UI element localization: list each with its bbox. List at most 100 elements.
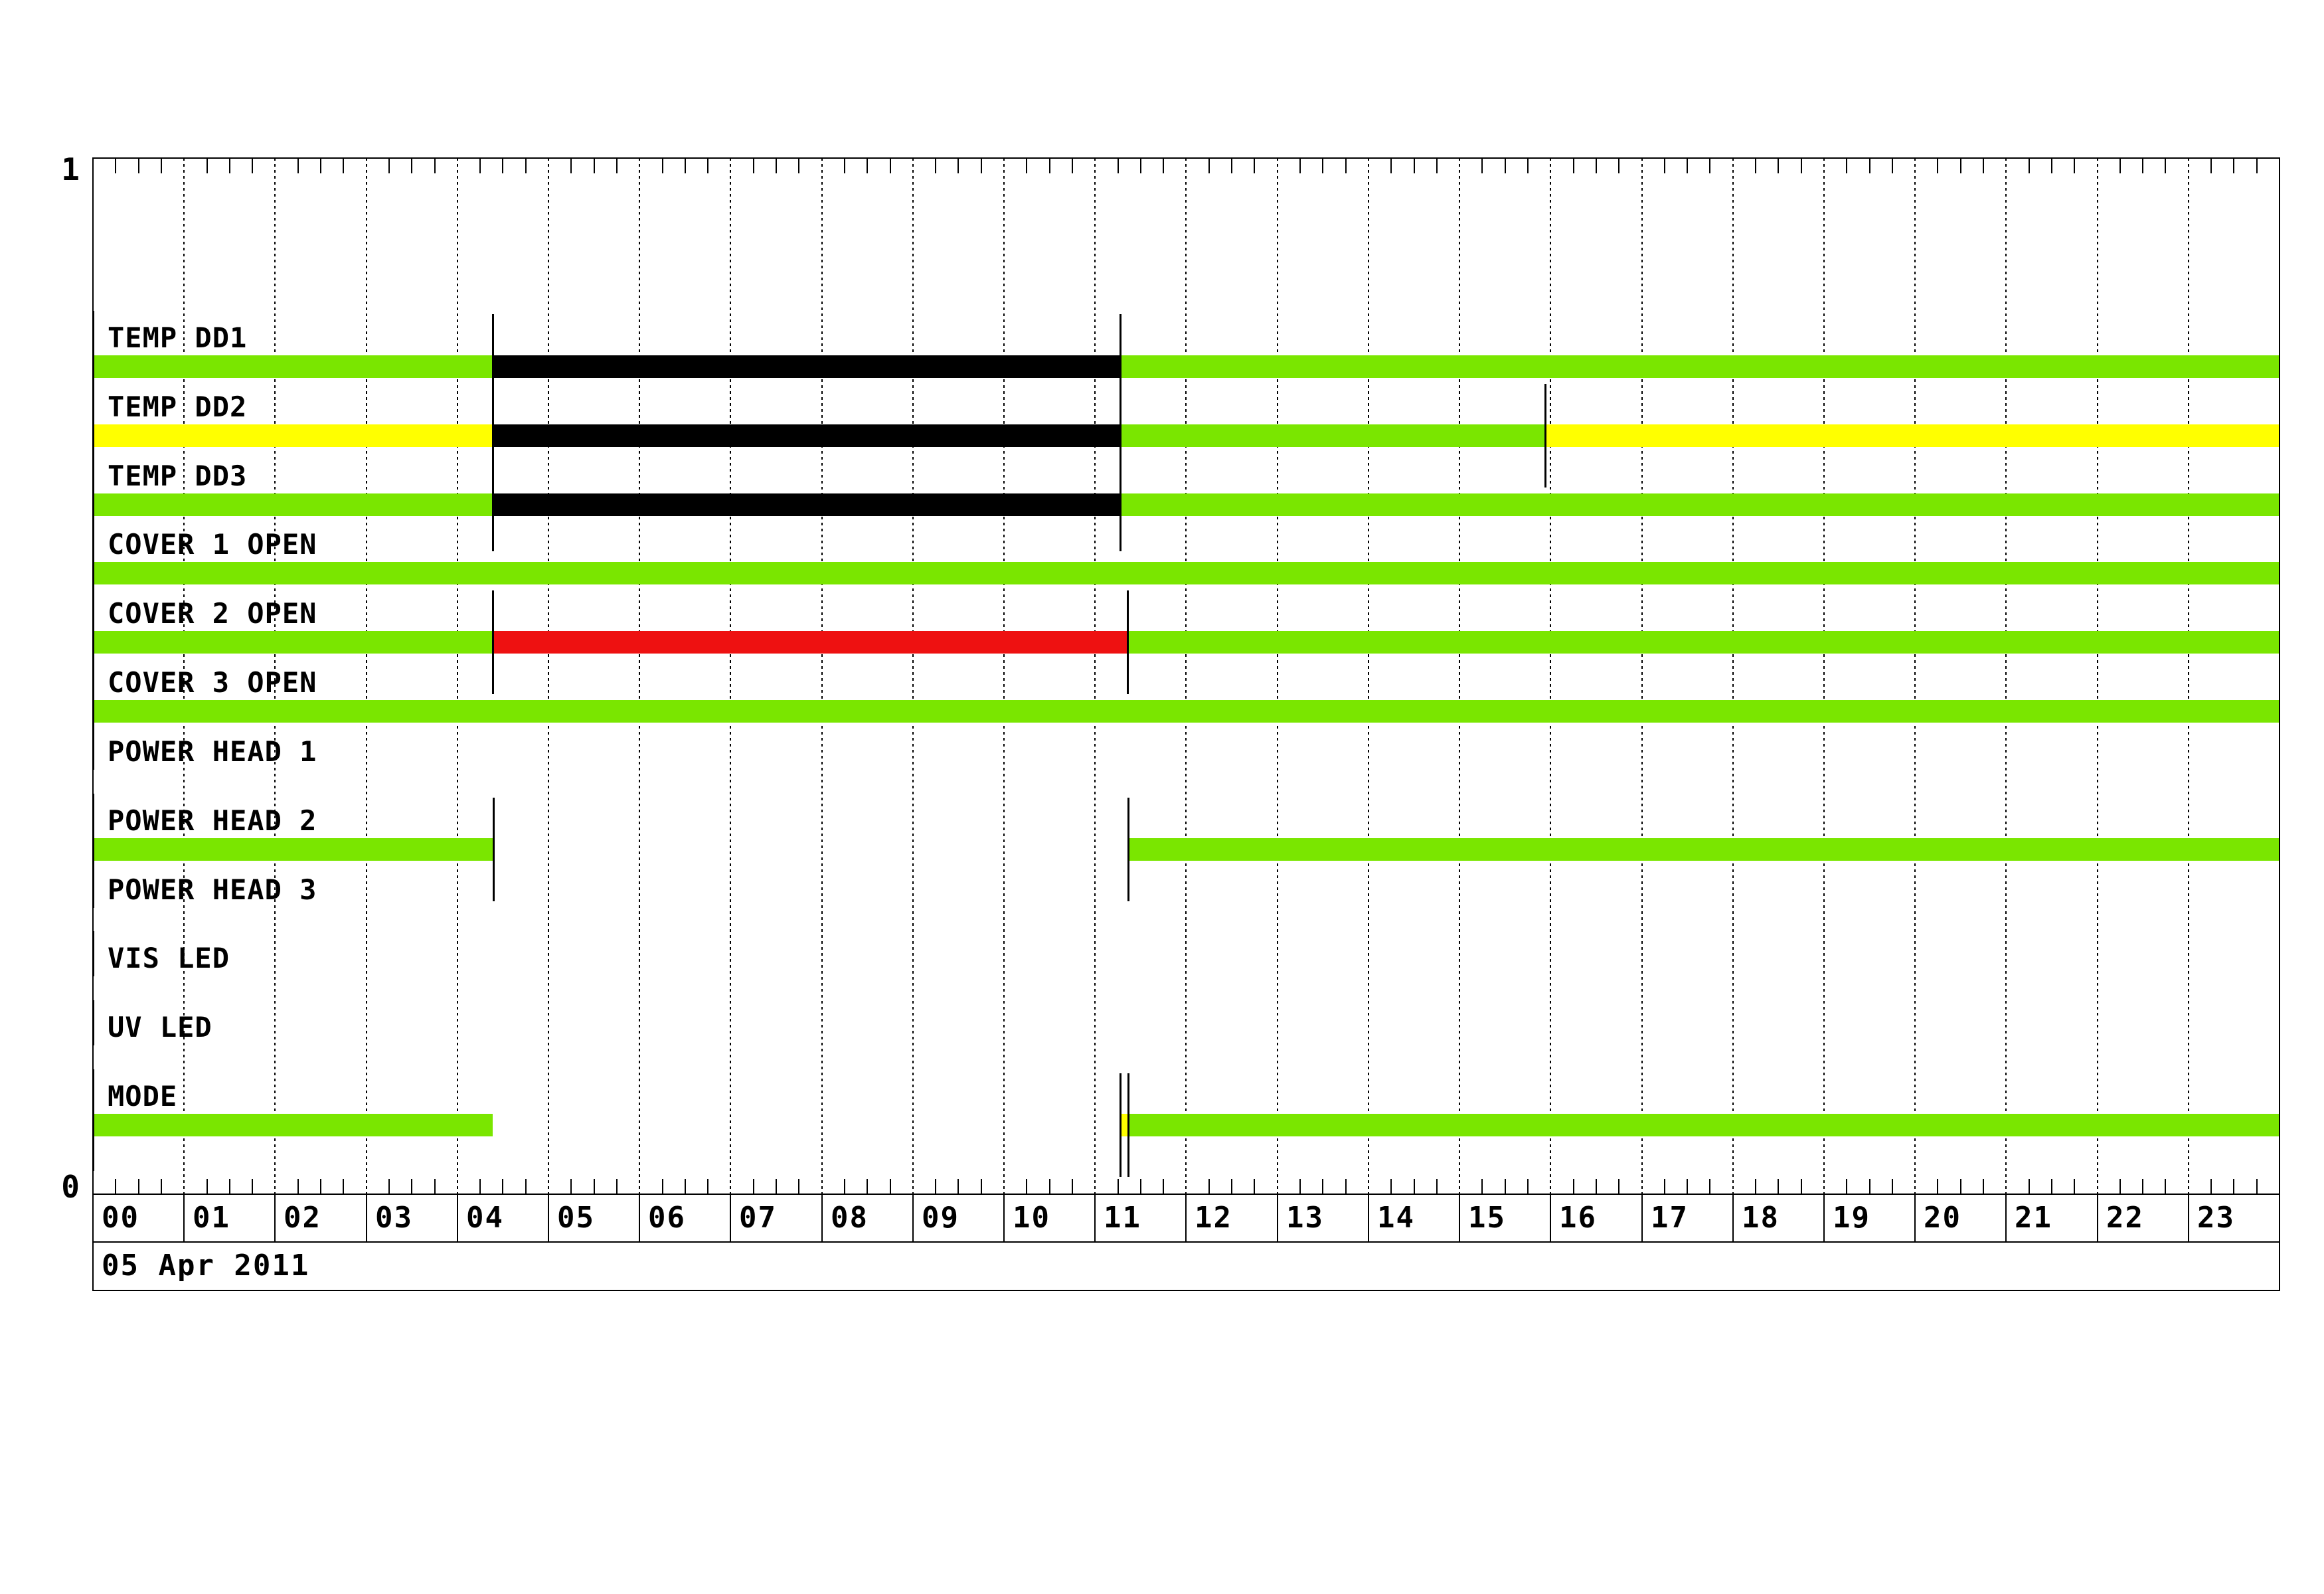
hour-cell-divider [1003,1194,1005,1242]
status-segment-green [93,700,2280,723]
status-segment-yellow [93,424,493,447]
quarter-hour-tick [662,1179,663,1194]
quarter-hour-tick [1049,1179,1050,1194]
quarter-hour-tick [867,158,868,173]
quarter-hour-tick [2074,1179,2075,1194]
quarter-hour-tick [594,1179,595,1194]
quarter-hour-tick [1755,158,1756,173]
status-segment-yellow [1120,1114,1128,1136]
quarter-hour-tick [1983,158,1984,173]
hour-gridline [639,158,640,1194]
quarter-hour-tick [1937,158,1938,173]
hour-label: 01 [193,1201,230,1235]
hour-cell-divider [1185,1194,1187,1242]
quarter-hour-tick [890,158,891,173]
row-label: COVER 1 OPEN [108,528,317,561]
quarter-hour-tick [2142,1179,2143,1194]
hour-label: 03 [375,1201,413,1235]
quarter-hour-tick [1801,158,1802,173]
hour-gridline [1094,158,1096,1194]
quarter-hour-tick [662,158,663,173]
quarter-hour-tick [1049,158,1050,173]
quarter-hour-tick [1573,158,1574,173]
quarter-hour-tick [161,1179,162,1194]
row-label: COVER 2 OPEN [108,597,317,630]
quarter-hour-tick [1072,1179,1073,1194]
status-segment-green [93,355,493,378]
hour-gridline [1459,158,1460,1194]
quarter-hour-tick [1664,1179,1665,1194]
quarter-hour-tick [2256,1179,2258,1194]
hour-label: 18 [1742,1201,1780,1235]
hour-gridline [730,158,731,1194]
quarter-hour-tick [502,158,503,173]
quarter-hour-tick [2165,158,2166,173]
quarter-hour-tick [1118,158,1119,173]
status-segment-black [493,424,1120,447]
status-segment-red [493,631,1127,654]
event-marker [92,1069,94,1171]
hour-cell-divider [1823,1194,1825,1242]
hour-label: 10 [1013,1201,1050,1235]
quarter-hour-tick [1778,1179,1779,1194]
quarter-hour-tick [1163,158,1164,173]
quarter-hour-tick [1026,1179,1027,1194]
quarter-hour-tick [1414,1179,1415,1194]
hour-cell-divider [1641,1194,1643,1242]
plot-border [92,157,2280,1195]
quarter-hour-tick [388,158,390,173]
hour-label: 08 [831,1201,869,1235]
hour-gridline [457,158,458,1194]
quarter-hour-tick [844,158,845,173]
date-band [92,1241,2280,1291]
quarter-hour-tick [798,1179,799,1194]
event-marker [492,590,494,694]
hour-label: 22 [2106,1201,2144,1235]
hour-cell-divider [1094,1194,1096,1242]
quarter-hour-tick [685,1179,686,1194]
quarter-hour-tick [570,158,572,173]
quarter-hour-tick [2029,158,2030,173]
quarter-hour-tick [207,1179,208,1194]
hour-label: 23 [2197,1201,2235,1235]
quarter-hour-tick [1664,158,1665,173]
quarter-hour-tick [2142,158,2143,173]
quarter-hour-tick [1801,1179,1802,1194]
hour-gridline [366,158,367,1194]
event-marker [92,1000,94,1045]
hour-label: 12 [1195,1201,1232,1235]
quarter-hour-tick [2233,1179,2234,1194]
quarter-hour-tick [2210,1179,2212,1194]
quarter-hour-tick [1254,158,1255,173]
event-marker [92,794,94,895]
hour-cell-divider [366,1194,367,1242]
hour-cell-divider [1914,1194,1916,1242]
quarter-hour-tick [1869,1179,1870,1194]
quarter-hour-tick [252,1179,253,1194]
quarter-hour-tick [411,1179,412,1194]
quarter-hour-tick [981,158,982,173]
quarter-hour-tick [1390,1179,1392,1194]
quarter-hour-tick [207,158,208,173]
quarter-hour-tick [2256,158,2258,173]
quarter-hour-tick [115,158,116,173]
hour-cell-divider [730,1194,731,1242]
quarter-hour-tick [1846,158,1847,173]
quarter-hour-tick [320,1179,321,1194]
hour-label: 15 [1468,1201,1506,1235]
quarter-hour-tick [1208,158,1210,173]
hour-label: 17 [1651,1201,1689,1235]
quarter-hour-tick [1072,158,1073,173]
quarter-hour-tick [1345,1179,1347,1194]
quarter-hour-tick [388,1179,390,1194]
quarter-hour-tick [707,158,708,173]
quarter-hour-tick [1687,1179,1688,1194]
quarter-hour-tick [685,158,686,173]
quarter-hour-tick [1892,158,1893,173]
hour-label: 05 [557,1201,595,1235]
quarter-hour-tick [502,1179,503,1194]
status-segment-black [493,355,1120,378]
quarter-hour-tick [1026,158,1027,173]
event-marker [493,798,495,901]
hour-gridline [1914,158,1916,1194]
